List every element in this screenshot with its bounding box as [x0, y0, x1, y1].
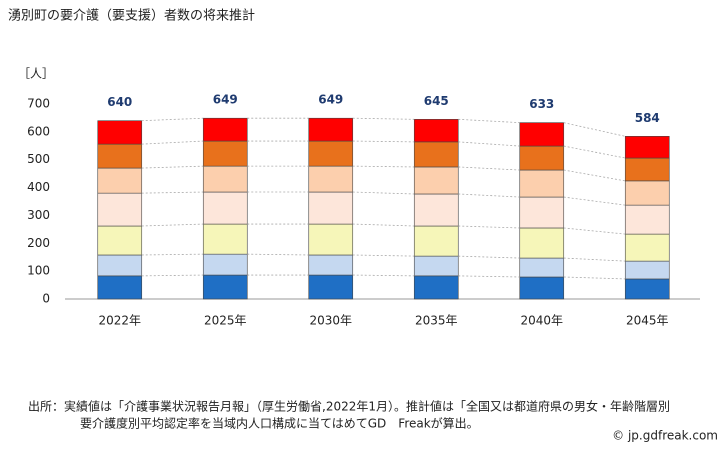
bar-segment [519, 169, 565, 198]
x-tick-label: 2022年 [98, 314, 141, 328]
y-tick-label: 200 [27, 236, 50, 250]
connector-line [141, 117, 204, 122]
total-label: 584 [635, 111, 660, 125]
bar-segment [97, 143, 143, 169]
bar-segment [413, 193, 459, 227]
chart-title: 湧別町の要介護（要支援）者数の将来推計 [8, 8, 255, 24]
total-label: 649 [318, 93, 343, 107]
total-label: 640 [107, 95, 132, 109]
total-label: 649 [213, 93, 238, 107]
bar-segment [413, 275, 459, 300]
connector-line [141, 140, 204, 145]
connector-line [141, 223, 204, 227]
bar-segment [519, 196, 565, 229]
connector-line [458, 255, 520, 259]
connector-line [563, 145, 626, 159]
bar-segment [519, 227, 565, 259]
bar-segment [97, 192, 143, 227]
connector-line [458, 275, 520, 278]
bar-segment [519, 145, 565, 171]
y-tick-label: 100 [27, 264, 50, 278]
bar-segment [624, 233, 670, 262]
y-unit: ［人］ [18, 67, 54, 81]
y-tick-label: 300 [27, 208, 50, 222]
bar-segment [308, 165, 354, 193]
bar-segment [624, 260, 670, 280]
connector-line [141, 274, 204, 277]
y-tick-label: 400 [27, 180, 50, 194]
bar-segment [624, 136, 670, 159]
bar-segment [202, 253, 248, 276]
bar-segment [413, 119, 459, 143]
bar-segment [308, 223, 354, 256]
connector-line [458, 193, 520, 198]
bar-segment [308, 191, 354, 225]
y-tick-label: 500 [27, 152, 50, 166]
connector-line [352, 254, 415, 257]
connector-line [458, 118, 520, 124]
bar-segment [202, 274, 248, 300]
bar-segment [624, 278, 670, 300]
connector-line [141, 191, 204, 194]
connector-line [563, 196, 626, 206]
x-tick-label: 2035年 [415, 314, 458, 328]
connector-line [141, 165, 204, 169]
credit: © jp.gdfreak.com [612, 429, 718, 443]
y-tick-label: 0 [42, 292, 50, 306]
bar-segment [202, 165, 248, 193]
bar-segment [308, 254, 354, 276]
connector-line [563, 169, 626, 182]
bar-segment [97, 167, 143, 194]
note: 出所：実績値は「介護事業状況報告月報」（厚生労働省,2022年1月）。推計値は「… [28, 399, 670, 414]
x-tick-label: 2045年 [626, 314, 669, 328]
connector-line [352, 274, 415, 277]
bar-segment [413, 255, 459, 277]
bar-segment [202, 191, 248, 225]
y-tick-label: 600 [27, 124, 50, 138]
note: 要介護度別平均認定率を当域内人口構成に当てはめてGD Freakが算出。 [80, 416, 479, 431]
bar-segment [413, 166, 459, 195]
connector-line [141, 253, 204, 256]
connector-line [563, 122, 626, 137]
bar-segment [97, 254, 143, 277]
connector-line [352, 223, 415, 227]
bar-segment [97, 275, 143, 300]
x-tick-label: 2040年 [520, 314, 563, 328]
connector-line [352, 191, 415, 195]
bar-segment [624, 157, 670, 182]
bar-segment [413, 141, 459, 168]
bar-segment [97, 225, 143, 256]
x-tick-label: 2025年 [204, 314, 247, 328]
bar-segment [519, 122, 565, 147]
connector-line [458, 166, 520, 171]
connector-line [352, 117, 415, 120]
bar-segment [202, 140, 248, 167]
connector-line [247, 253, 309, 256]
connector-line [458, 225, 520, 229]
connector-line [458, 141, 520, 147]
x-tick-label: 2030年 [309, 314, 352, 328]
bar-segment [202, 117, 248, 142]
bar-segment [519, 257, 565, 278]
connector-line [563, 227, 626, 235]
bar-segment [308, 140, 354, 167]
connector-line [563, 276, 626, 280]
y-tick-label: 700 [27, 97, 50, 111]
total-label: 633 [529, 97, 554, 111]
bar-segment [308, 274, 354, 300]
bar-segment [519, 276, 565, 300]
connector-line [352, 140, 415, 143]
bar-segment [413, 225, 459, 257]
connector-line [563, 257, 626, 262]
bar-segment [308, 117, 354, 142]
bar-segment [97, 120, 143, 145]
bar-segment [624, 180, 670, 206]
bar-segment [624, 204, 670, 235]
total-label: 645 [424, 94, 449, 108]
connector-line [352, 165, 415, 168]
bar-segment [202, 223, 248, 255]
